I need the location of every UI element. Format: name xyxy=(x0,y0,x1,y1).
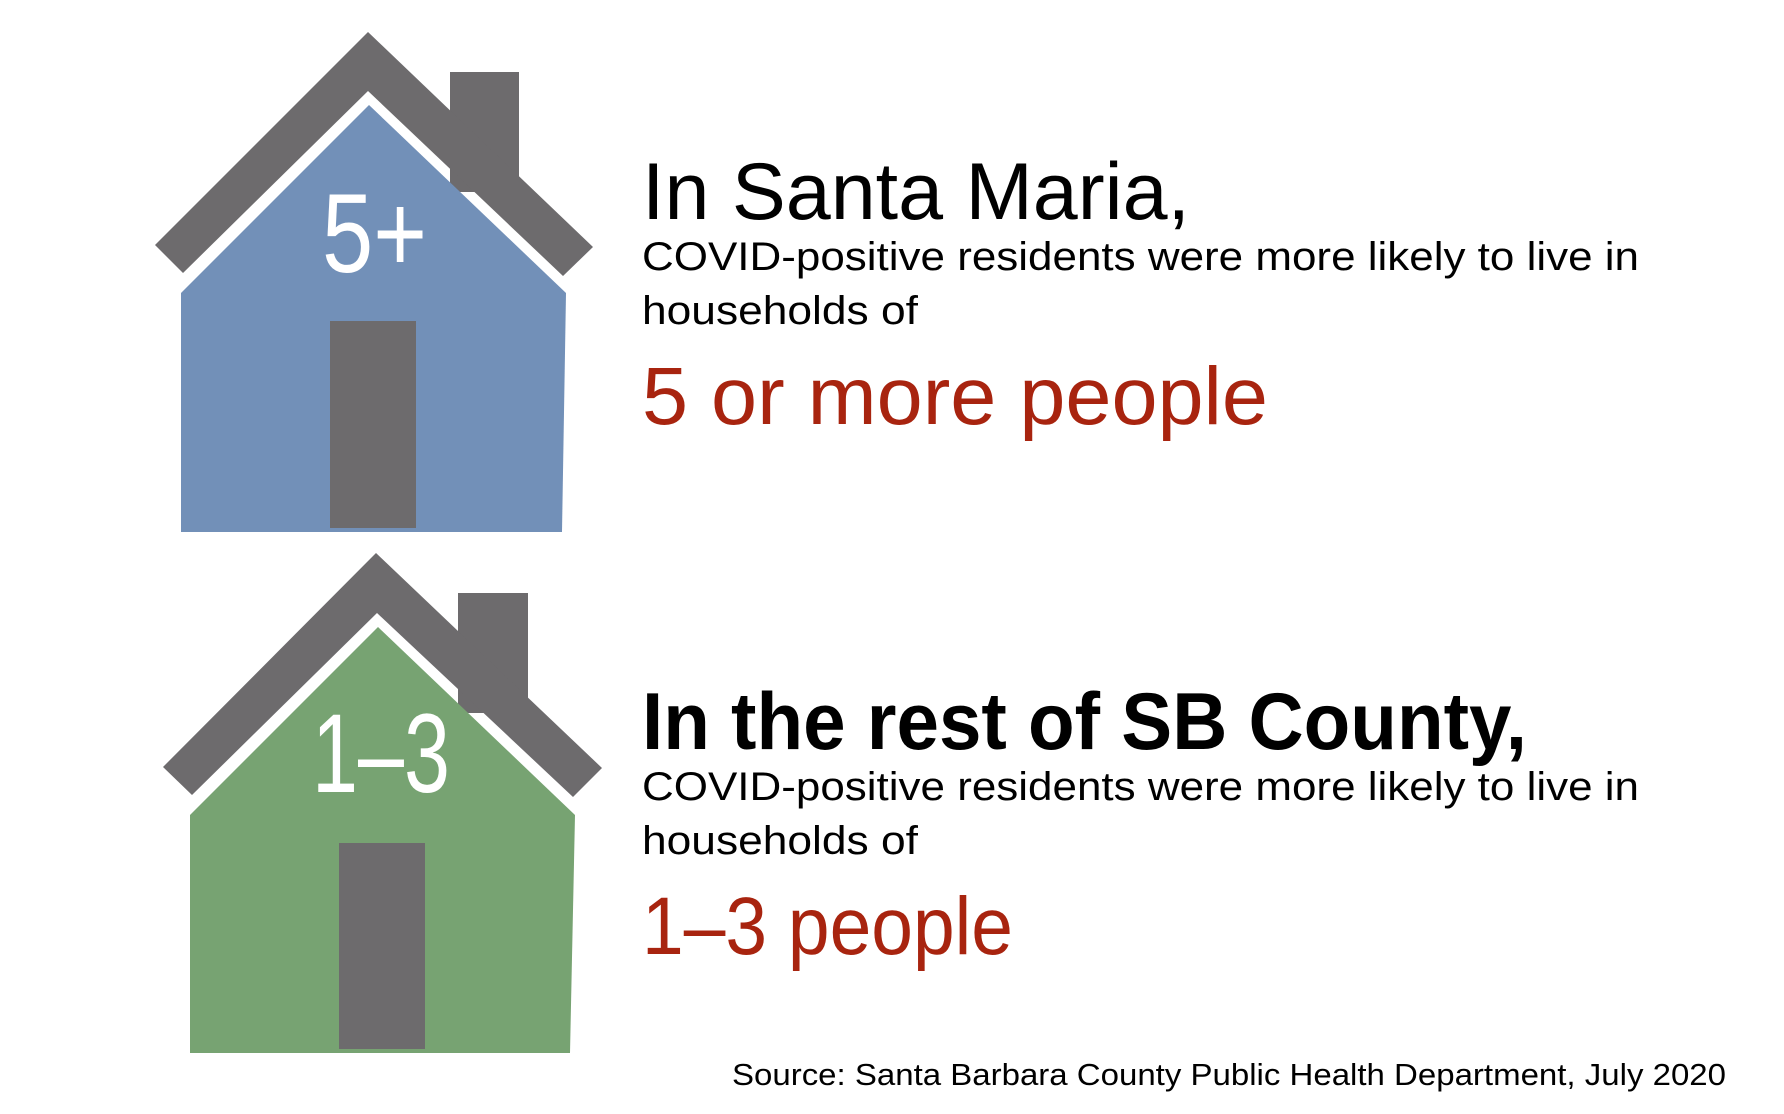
house-icon-santa-maria xyxy=(155,32,593,532)
house-body xyxy=(181,105,566,532)
subtitle-line-2: households of xyxy=(642,819,918,863)
subtitle-line-1: COVID-positive residents were more likel… xyxy=(642,235,1639,279)
subtitle-line-1: COVID-positive residents were more likel… xyxy=(642,765,1639,809)
house-label-5-plus: 5+ xyxy=(322,171,427,296)
headline-santa-maria: In Santa Maria, xyxy=(642,147,1190,237)
roof xyxy=(163,553,602,797)
roof xyxy=(155,32,593,276)
highlight-household-size: 1–3 people xyxy=(642,881,1013,972)
house-icon-rest-of-county xyxy=(163,553,602,1053)
door xyxy=(330,321,416,528)
highlight-household-size: 5 or more people xyxy=(642,351,1268,442)
source-credit: Source: Santa Barbara County Public Heal… xyxy=(732,1057,1726,1092)
subtitle-line-2: households of xyxy=(642,289,918,333)
door xyxy=(339,843,425,1049)
house-body xyxy=(190,627,575,1053)
house-label-1-3: 1–3 xyxy=(312,691,450,816)
headline-rest-of-county: In the rest of SB County, xyxy=(642,677,1527,767)
